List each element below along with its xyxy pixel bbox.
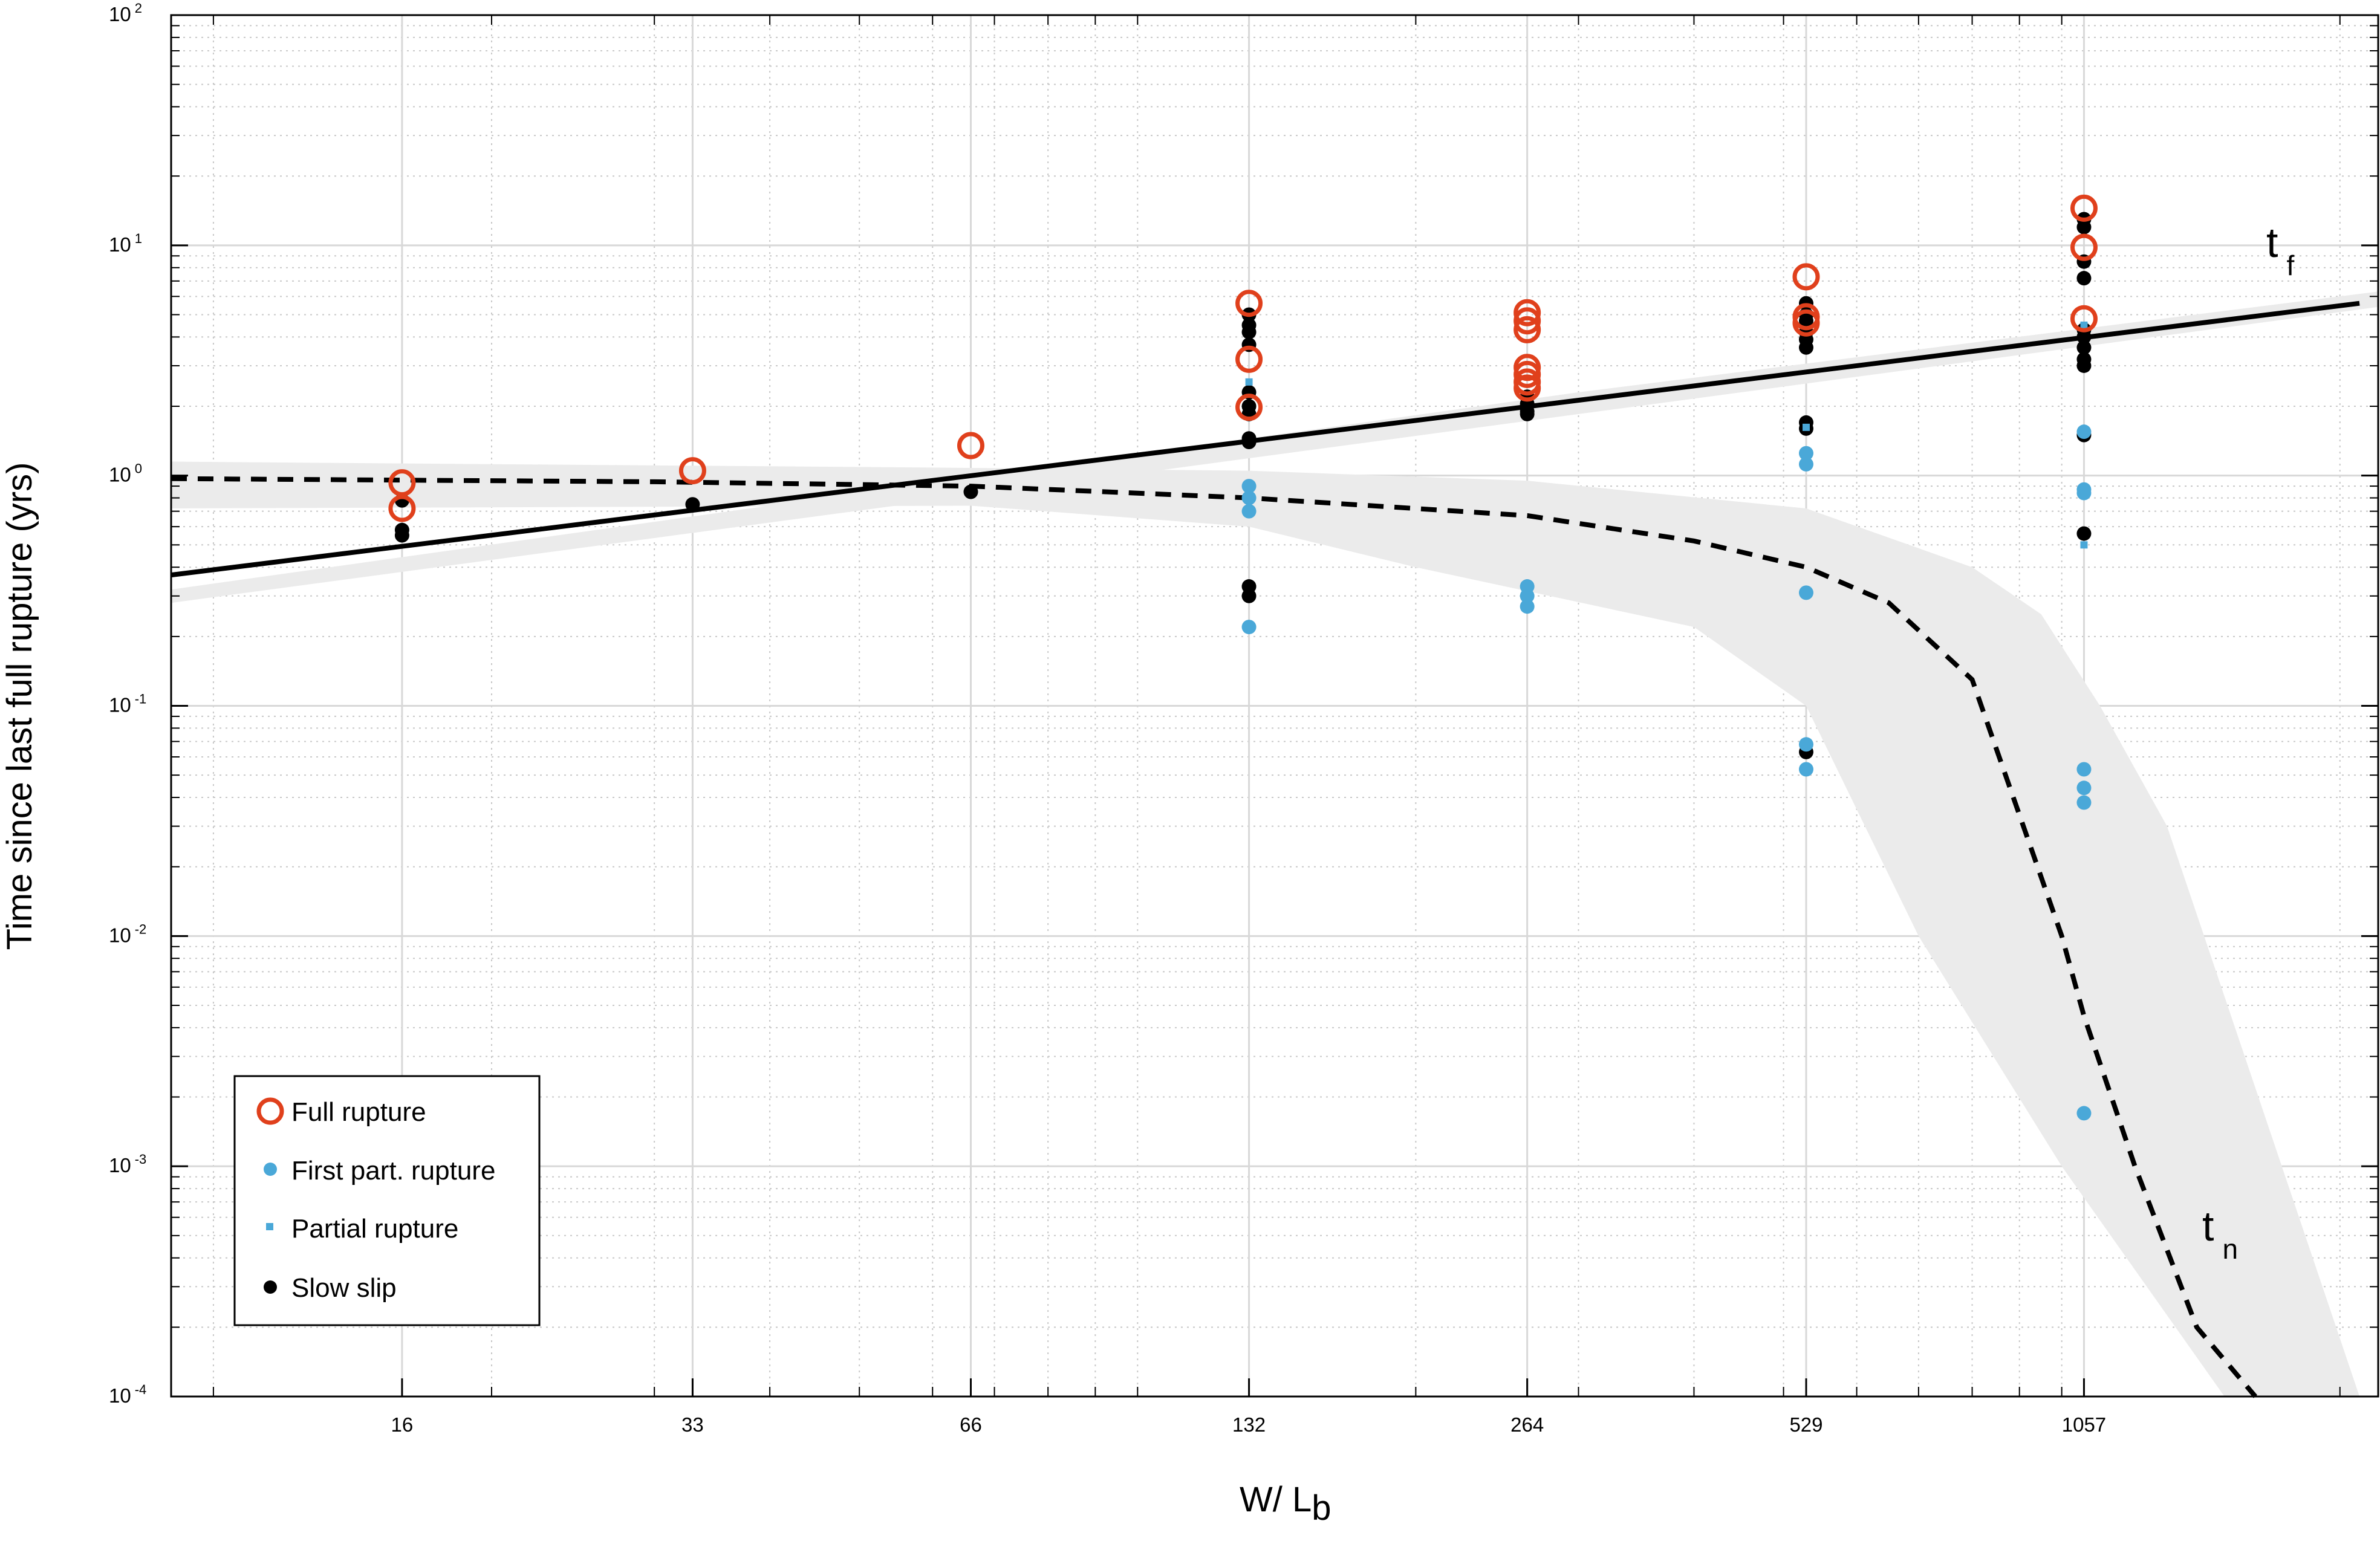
full-rupture-point — [957, 432, 984, 459]
slow-slip-point — [394, 528, 409, 543]
slow-slip-point — [2076, 271, 2092, 286]
full-rupture-point — [1792, 263, 1820, 291]
full-rupture-point — [678, 457, 706, 485]
partial-rupture-point — [2080, 541, 2088, 549]
first-part-rupture-point — [1798, 737, 1813, 752]
first-part-rupture-point — [1520, 599, 1535, 614]
first-part-rupture-point — [1520, 588, 1535, 603]
first-part-rupture-point — [2076, 1106, 2092, 1121]
legend-label-full: Full rupture — [291, 1097, 426, 1127]
x-tick-labels: 16 33 66 132 264 529 1057 — [391, 1413, 2107, 1436]
first-part-rupture-point — [1798, 456, 1813, 472]
slow-slip-point — [2076, 526, 2092, 541]
legend-label-first: First part. rupture — [291, 1156, 495, 1186]
y-tick-label: 10 1 — [109, 231, 142, 256]
first-part-rupture-point — [1798, 446, 1813, 461]
tn-confidence-band — [171, 461, 2360, 1397]
slow-slip-point — [1241, 325, 1257, 340]
full-rupture-point — [1792, 309, 1820, 337]
data-points — [388, 194, 2098, 1121]
y-tick-label: 10 -3 — [109, 1152, 146, 1176]
y-axis-label: Time since last full rupture (yrs) — [0, 462, 39, 950]
x-axis-label: W/ Lb — [1240, 1480, 1331, 1528]
slow-slip-point — [1798, 313, 1813, 328]
first-part-rupture-point — [2076, 485, 2092, 501]
partial-rupture-point — [1245, 378, 1253, 386]
full-rupture-point — [388, 495, 416, 522]
legend-box — [233, 1075, 541, 1326]
full-rupture-point — [1514, 307, 1541, 335]
full-rupture-point — [2070, 233, 2098, 261]
x-tick-label: 132 — [1232, 1413, 1266, 1436]
legend-marker-first — [264, 1163, 277, 1176]
legend: Full rupture First part. rupture Partial… — [233, 1075, 541, 1326]
slow-slip-point — [963, 484, 978, 499]
first-part-rupture-point — [2076, 780, 2092, 796]
slow-slip-point — [1241, 435, 1257, 450]
first-part-rupture-point — [1798, 585, 1813, 600]
legend-marker-slow — [264, 1280, 277, 1294]
full-rupture-point — [388, 469, 416, 497]
fit-curves — [171, 300, 2360, 1398]
slow-slip-point — [2076, 329, 2092, 345]
legend-marker-partial — [266, 1223, 273, 1230]
slow-slip-point — [1520, 406, 1535, 421]
x-tick-label: 1057 — [2062, 1413, 2106, 1436]
first-part-rupture-point — [1798, 762, 1813, 777]
legend-marker-full — [256, 1097, 284, 1125]
full-rupture-point — [1514, 299, 1541, 326]
full-rupture-point — [1514, 360, 1541, 388]
slow-slip-point — [1241, 588, 1257, 603]
tn-fit-line — [171, 476, 2257, 1398]
full-rupture-point — [2070, 305, 2098, 333]
first-part-rupture-point — [1241, 479, 1257, 494]
partial-rupture-point — [2080, 321, 2088, 329]
legend-label-partial: Partial rupture — [291, 1214, 458, 1244]
full-rupture-point — [1235, 394, 1263, 421]
full-rupture-point — [1514, 316, 1541, 343]
x-tick-label: 529 — [1789, 1413, 1822, 1436]
axis-ticks — [171, 14, 2378, 1398]
y-tick-label: 10 -1 — [109, 692, 146, 716]
full-rupture-point — [1235, 345, 1263, 373]
first-part-rupture-point — [1241, 504, 1257, 519]
x-tick-label: 66 — [960, 1413, 982, 1436]
first-part-rupture-point — [2076, 762, 2092, 777]
legend-label-slow: Slow slip — [291, 1273, 397, 1303]
y-tick-label: 10 -2 — [109, 921, 146, 946]
x-tick-label: 16 — [391, 1413, 414, 1436]
slow-slip-point — [685, 497, 700, 512]
tf-fit-line — [171, 300, 2360, 578]
first-part-rupture-point — [2076, 424, 2092, 440]
y-tick-label: 10 -4 — [109, 1382, 146, 1407]
full-rupture-point — [1514, 374, 1541, 402]
full-rupture-point — [2070, 194, 2098, 222]
y-tick-label: 10 0 — [109, 461, 142, 486]
x-tick-label: 33 — [681, 1413, 704, 1436]
partial-rupture-point — [1802, 423, 1810, 431]
x-tick-label: 264 — [1510, 1413, 1544, 1436]
full-rupture-point — [1235, 290, 1263, 317]
slow-slip-point — [1798, 340, 1813, 355]
y-tick-label: 10 2 — [109, 1, 142, 25]
first-part-rupture-point — [1241, 620, 1257, 635]
slow-slip-point — [2076, 340, 2092, 355]
first-part-rupture-point — [1241, 490, 1257, 505]
slow-slip-point — [2076, 219, 2092, 235]
first-part-rupture-point — [2076, 795, 2092, 810]
slow-slip-point — [2076, 358, 2092, 373]
